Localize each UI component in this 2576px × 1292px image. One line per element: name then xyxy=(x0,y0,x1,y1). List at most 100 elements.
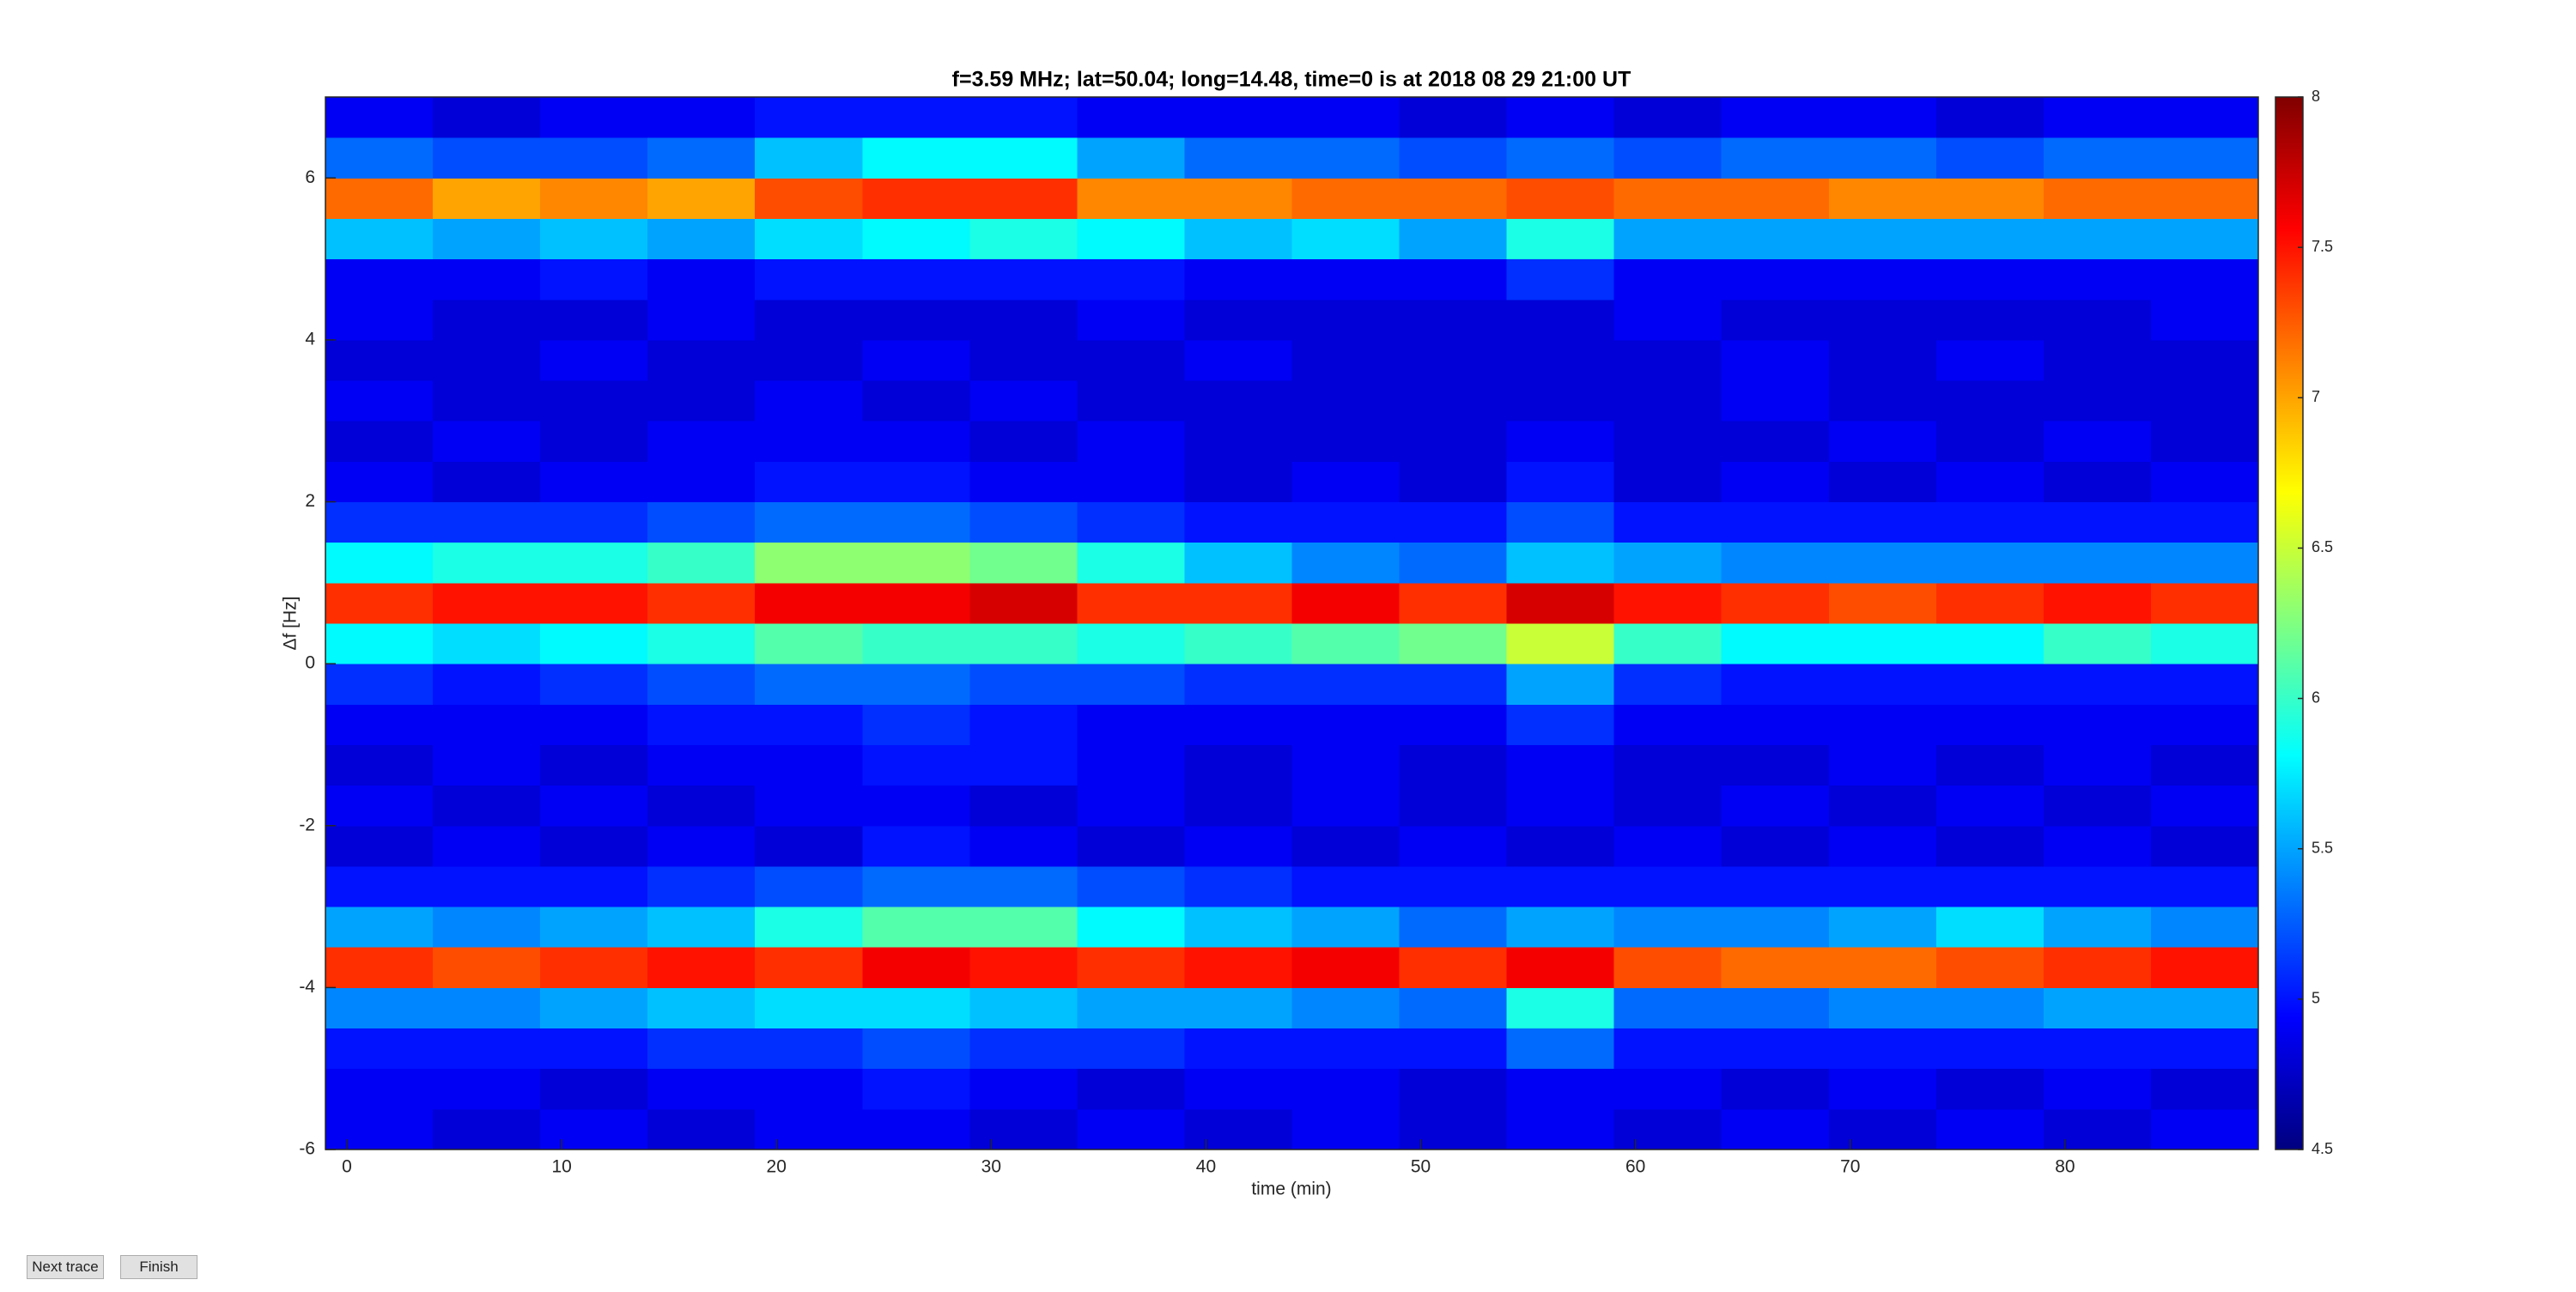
heatmap-cell xyxy=(647,1068,756,1110)
heatmap-cell xyxy=(1184,218,1292,260)
heatmap-cell xyxy=(2150,339,2259,381)
heatmap-cell xyxy=(1935,1028,2044,1070)
heatmap-cell xyxy=(1184,785,1292,827)
heatmap-cell xyxy=(325,865,434,907)
heatmap-cell xyxy=(1613,907,1722,948)
chart-title: f=3.59 MHz; lat=50.04; long=14.48, time=… xyxy=(952,68,1631,92)
heatmap-cell xyxy=(325,987,434,1029)
heatmap-cell xyxy=(1613,542,1722,584)
heatmap-cell xyxy=(2043,987,2152,1029)
heatmap-cell xyxy=(969,1028,1078,1070)
heatmap-cell xyxy=(1399,137,1508,179)
heatmap-cell xyxy=(1828,380,1937,422)
finish-button[interactable]: Finish xyxy=(120,1255,197,1279)
heatmap-cell xyxy=(540,704,648,745)
heatmap-cell xyxy=(2043,380,2152,422)
heatmap-cell xyxy=(1613,258,1722,300)
heatmap-cell xyxy=(2043,339,2152,381)
heatmap-cell xyxy=(969,339,1078,381)
next-trace-button[interactable]: Next trace xyxy=(27,1255,104,1279)
heatmap-cell xyxy=(1184,582,1292,624)
heatmap-cell xyxy=(755,704,863,745)
heatmap-cell xyxy=(862,461,970,503)
heatmap-cell xyxy=(2150,623,2259,664)
heatmap-cell xyxy=(1399,218,1508,260)
heatmap-cell xyxy=(325,178,434,219)
heatmap-cell xyxy=(1828,542,1937,584)
heatmap-cell xyxy=(1506,623,1615,664)
heatmap-cell xyxy=(1613,623,1722,664)
heatmap-cell xyxy=(1506,218,1615,260)
heatmap-cell xyxy=(1935,501,2044,543)
x-tick-label: 60 xyxy=(1625,1157,1645,1177)
heatmap-cell xyxy=(1935,907,2044,948)
heatmap-cell xyxy=(755,339,863,381)
heatmap-cell xyxy=(1613,664,1722,705)
heatmap-cell xyxy=(2043,744,2152,786)
heatmap-cell xyxy=(540,299,648,341)
heatmap-cell xyxy=(1291,380,1400,422)
heatmap-cell xyxy=(325,542,434,584)
x-tick-label: 0 xyxy=(342,1157,352,1177)
heatmap-cell xyxy=(1077,339,1185,381)
heatmap-cell xyxy=(647,865,756,907)
heatmap-cell xyxy=(647,582,756,624)
heatmap-cell xyxy=(1077,258,1185,300)
colorbar-tick-label: 4.5 xyxy=(2312,1140,2333,1157)
heatmap-cell xyxy=(2043,178,2152,219)
heatmap-cell xyxy=(1506,258,1615,300)
heatmap-cell xyxy=(1291,97,1400,138)
heatmap-cell xyxy=(1613,1028,1722,1070)
heatmap-cell xyxy=(1828,865,1937,907)
heatmap-cell xyxy=(969,218,1078,260)
heatmap-cell xyxy=(540,1108,648,1150)
heatmap-cell xyxy=(1399,1028,1508,1070)
heatmap-cell xyxy=(433,1028,541,1070)
heatmap-cell xyxy=(1184,825,1292,867)
heatmap-cell xyxy=(1828,623,1937,664)
heatmap-cell xyxy=(1399,461,1508,503)
heatmap-cell xyxy=(1828,1068,1937,1110)
figure: f=3.59 MHz; lat=50.04; long=14.48, time=… xyxy=(281,68,2333,1199)
heatmap-cell xyxy=(1828,501,1937,543)
heatmap-cell xyxy=(2150,1068,2259,1110)
heatmap-cell xyxy=(1184,501,1292,543)
heatmap-cell xyxy=(1935,258,2044,300)
colorbar-tick-label: 7.5 xyxy=(2312,238,2333,255)
heatmap-cell xyxy=(647,704,756,745)
x-tick-label: 50 xyxy=(1411,1157,1431,1177)
heatmap-cell xyxy=(1828,704,1937,745)
heatmap-cell xyxy=(1184,178,1292,219)
heatmap-cell xyxy=(969,744,1078,786)
heatmap-cell xyxy=(1077,865,1185,907)
heatmap-cell xyxy=(862,97,970,138)
heatmap-cell xyxy=(1721,623,1830,664)
heatmap-cell xyxy=(1077,744,1185,786)
heatmap-cell xyxy=(540,623,648,664)
heatmap-cell xyxy=(1828,947,1937,988)
x-axis-label: time (min) xyxy=(1251,1180,1331,1199)
heatmap-cell xyxy=(1077,218,1185,260)
heatmap-cell xyxy=(1613,744,1722,786)
heatmap-cell xyxy=(2150,947,2259,988)
heatmap-cell xyxy=(1291,947,1400,988)
heatmap-cell xyxy=(2150,421,2259,462)
heatmap-cell xyxy=(1399,501,1508,543)
heatmap-cell xyxy=(1828,97,1937,138)
heatmap-cell xyxy=(1721,744,1830,786)
heatmap-cell xyxy=(969,907,1078,948)
heatmap-cell xyxy=(1291,1108,1400,1150)
heatmap-cell xyxy=(755,542,863,584)
heatmap-cell xyxy=(325,947,434,988)
heatmap-cell xyxy=(2150,137,2259,179)
heatmap-cell xyxy=(1184,664,1292,705)
heatmap-cell xyxy=(647,1028,756,1070)
heatmap-cell xyxy=(1184,97,1292,138)
heatmap-cell xyxy=(969,421,1078,462)
heatmap-cell xyxy=(1077,97,1185,138)
heatmap-cell xyxy=(433,987,541,1029)
heatmap-cell xyxy=(755,785,863,827)
heatmap-cell xyxy=(647,744,756,786)
heatmap-cell xyxy=(2043,1108,2152,1150)
heatmap-cell xyxy=(1291,501,1400,543)
